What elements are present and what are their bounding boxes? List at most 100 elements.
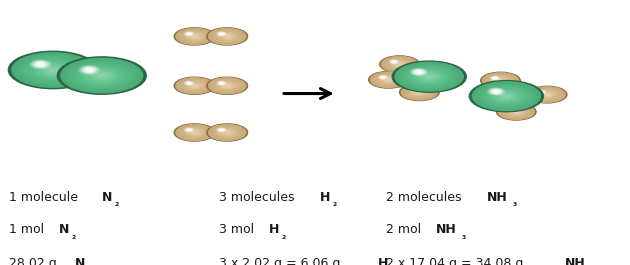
Text: ₂: ₂ (333, 198, 337, 208)
Ellipse shape (218, 33, 237, 40)
Ellipse shape (193, 85, 196, 86)
Ellipse shape (377, 75, 400, 85)
Ellipse shape (186, 82, 203, 89)
Ellipse shape (499, 104, 534, 119)
Ellipse shape (188, 83, 190, 84)
Ellipse shape (218, 82, 237, 90)
Ellipse shape (21, 57, 84, 83)
Ellipse shape (189, 83, 200, 88)
Ellipse shape (388, 59, 411, 69)
Ellipse shape (176, 78, 213, 93)
Text: NH: NH (435, 223, 456, 236)
Ellipse shape (35, 63, 71, 77)
Ellipse shape (491, 76, 499, 80)
Ellipse shape (414, 90, 425, 95)
Ellipse shape (500, 93, 513, 99)
Ellipse shape (512, 110, 520, 113)
Ellipse shape (387, 79, 390, 80)
Ellipse shape (182, 127, 207, 138)
Ellipse shape (514, 111, 518, 113)
Ellipse shape (489, 76, 512, 85)
Ellipse shape (226, 36, 229, 37)
Ellipse shape (217, 81, 227, 85)
Ellipse shape (67, 61, 136, 90)
Ellipse shape (403, 85, 437, 99)
Ellipse shape (222, 84, 232, 88)
Ellipse shape (418, 92, 421, 93)
Ellipse shape (213, 80, 241, 92)
Ellipse shape (185, 81, 193, 85)
Ellipse shape (495, 78, 506, 83)
Ellipse shape (530, 87, 564, 102)
Ellipse shape (387, 79, 391, 81)
Ellipse shape (81, 67, 122, 84)
Ellipse shape (215, 32, 239, 41)
Ellipse shape (219, 129, 224, 131)
Ellipse shape (415, 90, 423, 94)
Ellipse shape (212, 79, 243, 92)
Ellipse shape (416, 71, 442, 82)
Ellipse shape (493, 90, 498, 92)
Ellipse shape (504, 107, 529, 117)
Ellipse shape (422, 74, 436, 79)
Ellipse shape (513, 110, 520, 113)
Ellipse shape (37, 63, 69, 77)
Ellipse shape (505, 107, 527, 116)
Ellipse shape (225, 85, 230, 87)
Ellipse shape (212, 30, 243, 43)
Ellipse shape (187, 83, 202, 89)
Ellipse shape (416, 71, 443, 82)
Ellipse shape (488, 88, 504, 95)
Ellipse shape (185, 128, 193, 132)
Ellipse shape (428, 76, 430, 77)
Ellipse shape (425, 75, 434, 79)
Text: N: N (101, 191, 112, 204)
Ellipse shape (410, 88, 417, 91)
Ellipse shape (186, 129, 203, 136)
Ellipse shape (218, 32, 225, 35)
Text: NH: NH (486, 191, 507, 204)
Ellipse shape (499, 80, 501, 81)
Ellipse shape (183, 32, 207, 41)
Ellipse shape (177, 125, 212, 140)
Ellipse shape (76, 65, 128, 86)
Ellipse shape (83, 68, 121, 83)
Ellipse shape (500, 105, 532, 119)
Ellipse shape (186, 82, 203, 89)
Ellipse shape (216, 128, 238, 137)
Ellipse shape (185, 82, 204, 90)
Ellipse shape (215, 127, 239, 138)
Ellipse shape (31, 61, 75, 79)
Ellipse shape (375, 74, 403, 86)
Ellipse shape (479, 85, 534, 108)
Ellipse shape (483, 73, 517, 88)
Ellipse shape (225, 131, 230, 134)
Ellipse shape (379, 76, 387, 79)
Ellipse shape (501, 94, 512, 99)
Ellipse shape (194, 132, 195, 133)
Ellipse shape (186, 129, 191, 131)
Ellipse shape (490, 76, 512, 85)
Ellipse shape (399, 84, 439, 100)
Ellipse shape (219, 33, 236, 40)
Ellipse shape (537, 90, 546, 94)
Ellipse shape (401, 85, 437, 100)
Ellipse shape (177, 29, 212, 44)
Ellipse shape (222, 34, 232, 38)
Ellipse shape (226, 85, 229, 86)
Ellipse shape (501, 105, 532, 118)
Ellipse shape (493, 77, 497, 79)
Ellipse shape (176, 125, 214, 140)
Ellipse shape (402, 85, 437, 100)
Ellipse shape (408, 88, 430, 97)
Ellipse shape (491, 89, 501, 94)
Ellipse shape (188, 34, 201, 39)
Ellipse shape (189, 130, 200, 135)
Ellipse shape (100, 75, 103, 76)
Ellipse shape (186, 33, 203, 40)
Ellipse shape (223, 131, 232, 134)
Ellipse shape (494, 78, 507, 83)
Ellipse shape (493, 90, 520, 102)
Ellipse shape (414, 70, 424, 74)
Ellipse shape (404, 66, 454, 87)
